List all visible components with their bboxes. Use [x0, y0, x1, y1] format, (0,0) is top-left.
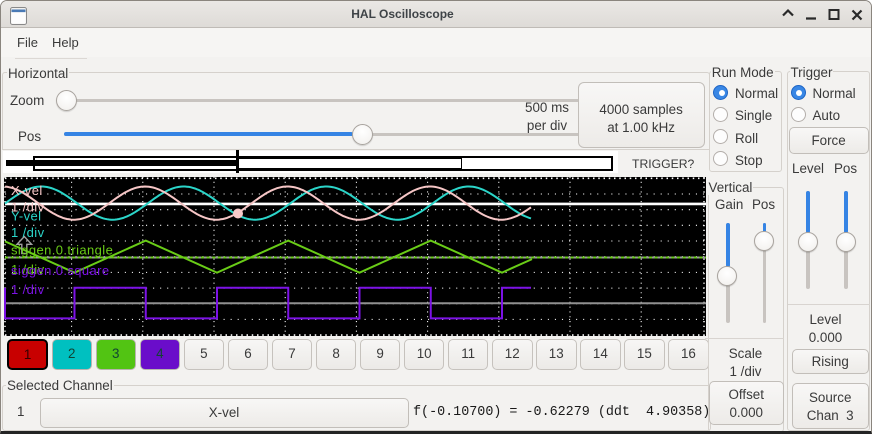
- svg-text:1 /div: 1 /div: [11, 199, 45, 214]
- svg-text:1 /div: 1 /div: [11, 282, 45, 297]
- svg-text:siggen.0.square: siggen.0.square: [11, 263, 110, 278]
- svg-text:1 /div: 1 /div: [11, 262, 45, 277]
- svg-text:siggen.0.triangle: siggen.0.triangle: [11, 242, 113, 257]
- svg-text:Y-vel: Y-vel: [11, 208, 41, 223]
- svg-text:1 /div: 1 /div: [11, 224, 45, 239]
- svg-text:X-vel: X-vel: [11, 183, 43, 198]
